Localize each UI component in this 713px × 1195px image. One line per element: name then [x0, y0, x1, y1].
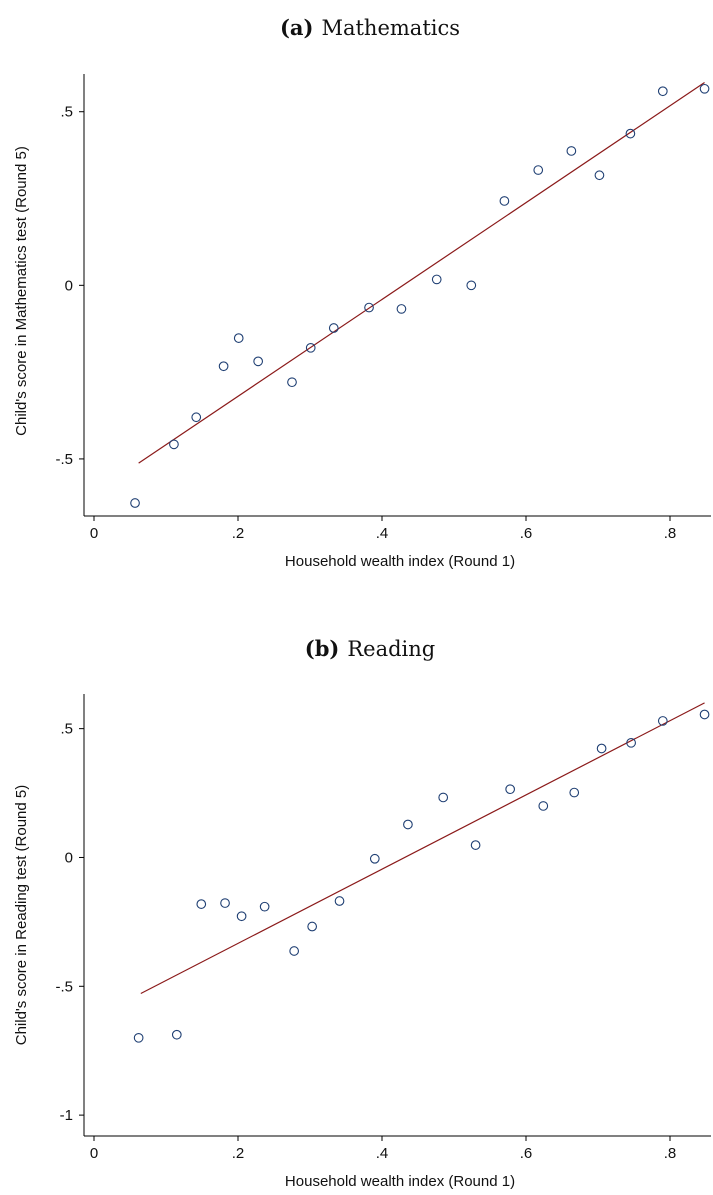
panel-b-data-point	[334, 896, 345, 906]
panel-b-data-point	[699, 709, 710, 720]
panel-b-data-point	[657, 716, 668, 726]
panel-b-x-axis-label: Household wealth index (Round 1)	[285, 1173, 515, 1190]
panel-b-points	[133, 709, 710, 1043]
panel-b-y-tick-label: -.5	[55, 978, 73, 995]
panel-a-data-point	[328, 323, 339, 333]
panel-a-x-tick-label: .4	[376, 525, 389, 542]
panel-a-y-tick-label: .5	[60, 104, 73, 121]
panel-b-x-tick-label: 0	[90, 1145, 98, 1162]
panel-a-x-tick-label: .6	[520, 525, 533, 542]
panel-a-title: (a) Mathematics	[280, 15, 460, 40]
panel-b-x-tick-label: .2	[232, 1145, 245, 1162]
panel-b-data-point	[289, 946, 300, 956]
panel-b-data-point	[220, 898, 230, 908]
panel-b-data-point	[369, 853, 380, 864]
panel-b-y-axis-label: Child's score in Reading test (Round 5)	[13, 785, 30, 1046]
panel-a-data-point	[657, 86, 668, 97]
panel-b-title-text: Reading	[347, 637, 435, 661]
panel-b-data-point	[538, 801, 549, 811]
panel-a-x-ticks: 0 .2 .4 .6 .8	[90, 516, 676, 542]
panel-b-data-point	[171, 1029, 182, 1040]
panel-a-data-point	[253, 356, 264, 367]
panel-a-data-point	[233, 333, 244, 343]
panel-a: (a) Mathematics 0 .2 .4 .6 .8 -.5 0 .5 Househol…	[13, 15, 711, 570]
panel-b-y-tick-label: .5	[60, 721, 73, 738]
panel-b-x-tick-label: .8	[664, 1145, 677, 1162]
panel-a-data-point	[594, 170, 605, 181]
panel-a-data-point	[566, 146, 577, 156]
panel-b-data-point	[307, 921, 318, 932]
panel-a-x-axis-label: Household wealth index (Round 1)	[285, 553, 515, 570]
panel-b-title-label: (b)	[305, 636, 340, 661]
panel-b-data-point	[196, 899, 207, 909]
panel-a-data-point	[431, 274, 442, 285]
panel-a-y-tick-label: 0	[65, 277, 73, 294]
panel-a-y-ticks: -.5 0 .5	[55, 104, 84, 468]
panel-a-y-tick-label: -.5	[55, 451, 73, 468]
panel-a-data-point	[305, 342, 316, 353]
panel-b-data-point	[438, 792, 449, 803]
panel-b-title: (b) Reading	[305, 636, 435, 661]
panel-a-title-text: Mathematics	[321, 16, 460, 40]
panel-b-data-point	[470, 840, 481, 850]
panel-a-x-tick-label: .8	[664, 525, 677, 542]
panel-b-y-tick-label: 0	[65, 849, 73, 866]
panel-b-fitted-line	[140, 702, 705, 995]
panel-a-data-point	[466, 280, 477, 291]
panel-a-data-point	[699, 83, 710, 94]
panel-a-data-point	[499, 196, 510, 206]
panel-a-y-axis-label: Child's score in Mathematics test (Round…	[13, 146, 30, 436]
panel-b-data-point	[596, 743, 607, 754]
panel-a-points	[130, 83, 710, 508]
panel-a-data-point	[364, 302, 374, 313]
panel-b-data-point	[403, 819, 413, 830]
panel-b-data-point	[236, 911, 247, 922]
panel-b-data-point	[626, 737, 636, 748]
panel-b-x-ticks: 0 .2 .4 .6 .8	[90, 1136, 676, 1162]
panel-b-y-ticks: -1 -.5 0 .5	[55, 721, 84, 1124]
panel-a-fit-line	[138, 82, 705, 464]
panel-a-x-tick-label: .2	[232, 525, 245, 542]
panel-a-data-point	[625, 128, 636, 139]
panel-b-data-point	[505, 784, 516, 795]
panel-a-data-point	[287, 377, 297, 388]
panel-a-data-point	[191, 412, 202, 423]
panel-b-x-tick-label: .4	[376, 1145, 389, 1162]
panel-a-data-point	[533, 165, 544, 175]
panel-b-y-tick-label: -1	[60, 1107, 73, 1124]
panel-a-data-point	[396, 304, 407, 314]
panel-a-title-label: (a)	[280, 15, 313, 40]
panel-a-fitted-line	[138, 82, 705, 464]
panel-b-fit-line	[140, 702, 705, 995]
panel-b-data-point	[569, 787, 580, 798]
panel-b-data-point	[259, 901, 270, 912]
panel-a-x-tick-label: 0	[90, 525, 98, 542]
panel-b-x-tick-label: .6	[520, 1145, 533, 1162]
panel-a-data-point	[130, 498, 140, 508]
panel-b: (b) Reading 0 .2 .4 .6 .8 -1 -.5 0 .5 Household …	[13, 636, 711, 1190]
panel-a-data-point	[169, 439, 179, 450]
panel-b-data-point	[133, 1032, 144, 1043]
panel-a-data-point	[218, 361, 229, 372]
